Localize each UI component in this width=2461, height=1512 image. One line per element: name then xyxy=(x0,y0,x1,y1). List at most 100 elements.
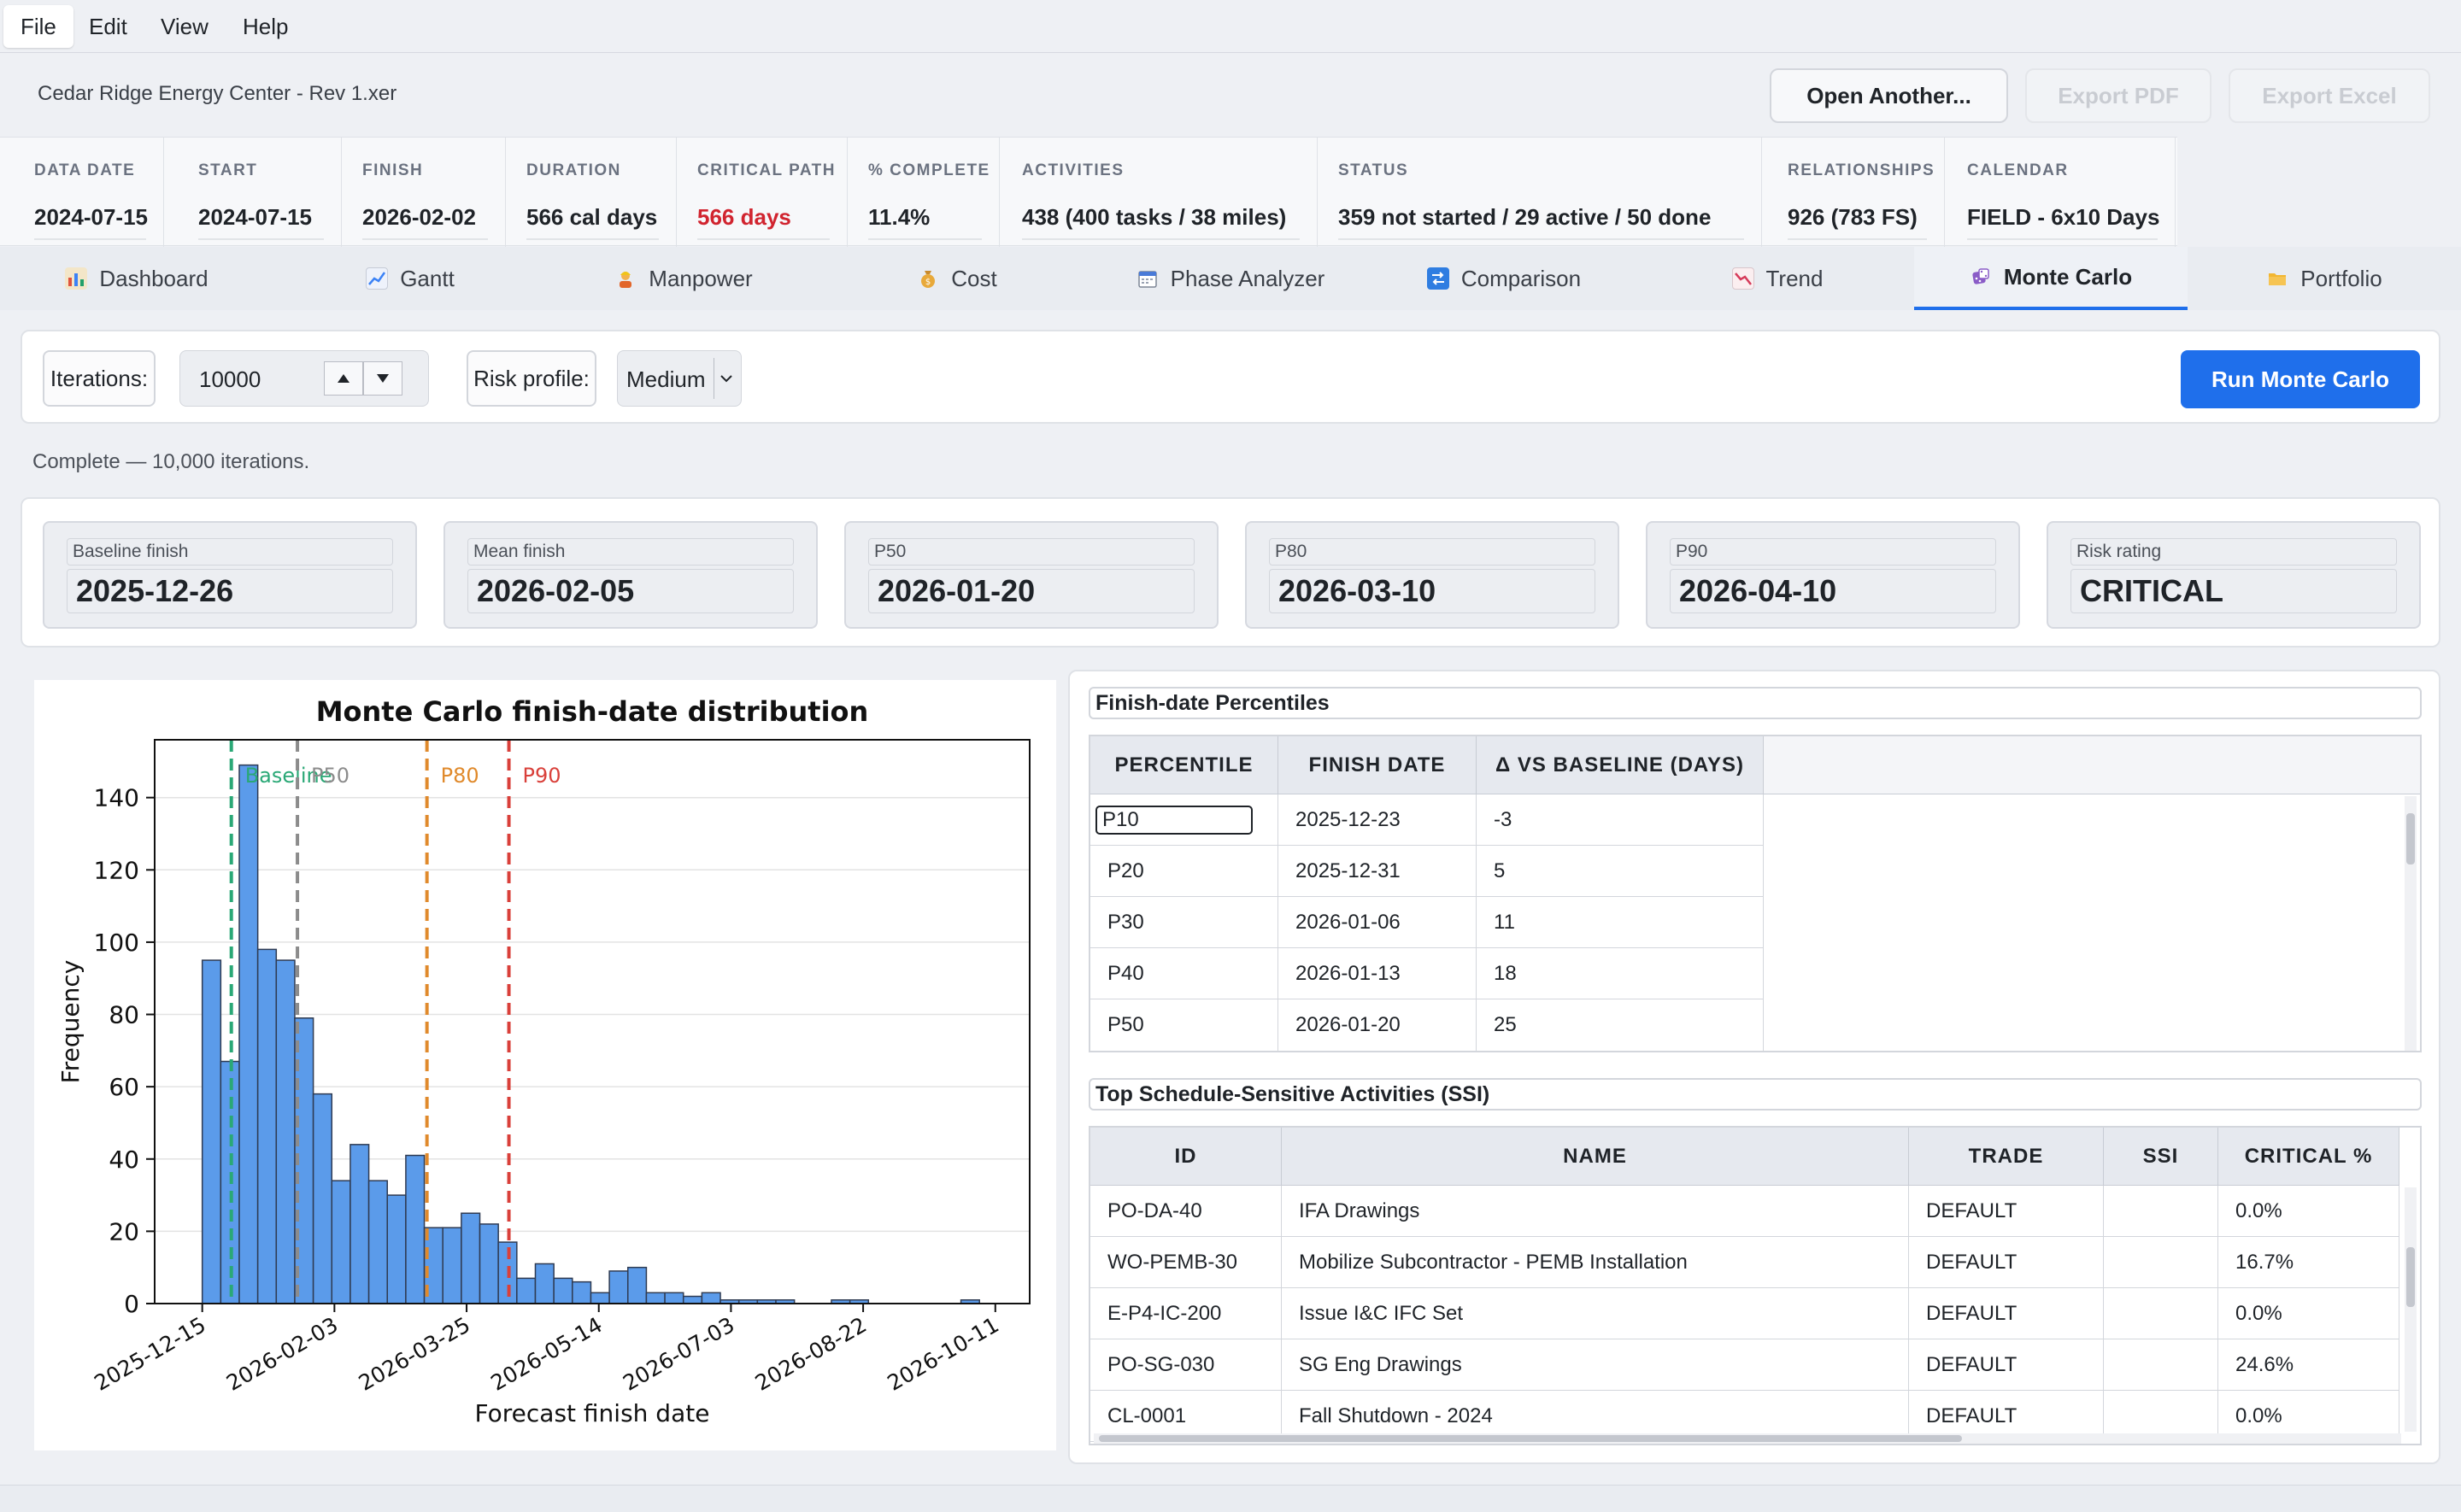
table-cell[interactable]: 0.0% xyxy=(2218,1288,2399,1339)
menu-edit[interactable]: Edit xyxy=(89,14,127,39)
scrollbar-thumb[interactable] xyxy=(2406,1247,2415,1307)
table-cell[interactable]: IFA Drawings xyxy=(1282,1186,1909,1237)
menu-file[interactable]: File xyxy=(3,5,73,48)
risk-profile-label: Risk profile: xyxy=(467,350,596,407)
ssi-table: ID NAME TRADE SSI CRITICAL % PO-DA-40 IF… xyxy=(1089,1126,2422,1445)
summary-value: 2024-07-15 xyxy=(34,204,148,230)
table-cell[interactable]: 2025-12-23 xyxy=(1278,794,1477,846)
table-cell[interactable]: Issue I&C IFC Set xyxy=(1282,1288,1909,1339)
tab-label: Monte Carlo xyxy=(2003,263,2133,290)
column-header[interactable]: TRADE xyxy=(1909,1128,2104,1186)
column-header[interactable]: PERCENTILE xyxy=(1090,736,1278,794)
x-tick-label: 2026-02-03 xyxy=(222,1312,342,1396)
table-cell[interactable]: DEFAULT xyxy=(1909,1186,2104,1237)
tab-gantt[interactable]: Gantt xyxy=(273,247,547,310)
export-pdf-button[interactable]: Export PDF xyxy=(2025,68,2211,123)
table-cell[interactable]: 24.6% xyxy=(2218,1339,2399,1391)
table-cell[interactable]: 18 xyxy=(1477,948,1764,999)
table-cell[interactable]: 0.0% xyxy=(2218,1186,2399,1237)
summary-label: DURATION xyxy=(526,161,621,179)
horizontal-scrollbar[interactable] xyxy=(1094,1433,2401,1444)
tab-dashboard[interactable]: Dashboard xyxy=(0,247,273,310)
scrollbar-thumb[interactable] xyxy=(1099,1435,1962,1442)
table-cell[interactable] xyxy=(2104,1339,2218,1391)
increment-arrow-icon[interactable] xyxy=(324,361,363,396)
summary-label: START xyxy=(198,161,258,179)
risk-profile-select[interactable]: Medium xyxy=(617,350,742,407)
decrement-arrow-icon[interactable] xyxy=(363,361,402,396)
column-header[interactable]: CRITICAL % xyxy=(2218,1128,2399,1186)
card-value: 2026-01-20 xyxy=(868,569,1195,613)
tab-trend[interactable]: Trend xyxy=(1641,247,1914,310)
card-baseline-finish: Baseline finish 2025-12-26 xyxy=(43,521,417,629)
column-header[interactable]: FINISH DATE xyxy=(1278,736,1477,794)
table-cell[interactable]: DEFAULT xyxy=(1909,1339,2104,1391)
table-cell[interactable]: DEFAULT xyxy=(1909,1288,2104,1339)
summary-value: 2024-07-15 xyxy=(198,204,312,230)
column-header[interactable]: NAME xyxy=(1282,1128,1909,1186)
chevron-down-icon[interactable] xyxy=(714,358,737,399)
card-label: Risk rating xyxy=(2070,538,2397,566)
menu-view[interactable]: View xyxy=(161,14,209,39)
menu-help[interactable]: Help xyxy=(243,14,289,39)
table-cell[interactable]: Mobilize Subcontractor - PEMB Installati… xyxy=(1282,1237,1909,1288)
tab-phase-analyzer[interactable]: Phase Analyzer xyxy=(1094,247,1367,310)
vertical-scrollbar[interactable] xyxy=(2405,796,2417,1051)
tab-label: Trend xyxy=(1765,265,1824,291)
tab-portfolio[interactable]: Portfolio xyxy=(2188,247,2461,310)
table-cell[interactable]: P50 xyxy=(1090,999,1278,1051)
table-cell[interactable]: WO-PEMB-30 xyxy=(1090,1237,1282,1288)
run-monte-carlo-button[interactable]: Run Monte Carlo xyxy=(2181,350,2420,408)
table-cell[interactable]: P20 xyxy=(1090,846,1278,897)
table-cell[interactable]: 2026-01-06 xyxy=(1278,897,1477,948)
compare-icon xyxy=(1426,267,1449,290)
line-chart-icon xyxy=(366,267,389,290)
table-cell[interactable]: PO-SG-030 xyxy=(1090,1339,1282,1391)
histogram-bar xyxy=(238,764,259,1304)
summary-data-date: DATA DATE 2024-07-15 xyxy=(17,138,164,247)
scrollbar-thumb[interactable] xyxy=(2406,813,2415,864)
table-cell[interactable]: 16.7% xyxy=(2218,1237,2399,1288)
histogram-bar xyxy=(516,1277,537,1304)
table-cell[interactable]: SG Eng Drawings xyxy=(1282,1339,1909,1391)
table-cell[interactable] xyxy=(2104,1186,2218,1237)
table-cell[interactable]: 2026-01-20 xyxy=(1278,999,1477,1051)
folder-icon xyxy=(2266,267,2288,290)
histogram-bar xyxy=(645,1292,666,1304)
summary-duration: DURATION 566 cal days xyxy=(509,138,677,247)
vertical-scrollbar[interactable] xyxy=(2405,1187,2417,1432)
iterations-value[interactable]: 10000 xyxy=(199,366,261,392)
histogram-bar xyxy=(701,1292,721,1304)
column-header[interactable]: Δ VS BASELINE (DAYS) xyxy=(1477,736,1764,794)
table-cell[interactable]: 2026-01-13 xyxy=(1278,948,1477,999)
table-cell[interactable]: -3 xyxy=(1477,794,1764,846)
tab-comparison[interactable]: Comparison xyxy=(1367,247,1641,310)
table-cell[interactable]: 2025-12-31 xyxy=(1278,846,1477,897)
table-cell[interactable]: P10 xyxy=(1090,794,1278,846)
iterations-spinbox[interactable]: 10000 xyxy=(179,350,429,407)
column-header[interactable]: SSI xyxy=(2104,1128,2218,1186)
table-cell[interactable]: PO-DA-40 xyxy=(1090,1186,1282,1237)
table-cell[interactable] xyxy=(2104,1237,2218,1288)
tab-cost[interactable]: $ Cost xyxy=(820,247,1094,310)
table-cell[interactable]: P40 xyxy=(1090,948,1278,999)
export-excel-button[interactable]: Export Excel xyxy=(2229,68,2430,123)
table-cell[interactable]: P30 xyxy=(1090,897,1278,948)
focused-cell[interactable]: P10 xyxy=(1095,806,1253,835)
column-header[interactable]: ID xyxy=(1090,1128,1282,1186)
x-tick-label: 2026-07-03 xyxy=(619,1312,738,1396)
table-cell[interactable]: 25 xyxy=(1477,999,1764,1051)
tab-monte-carlo[interactable]: Monte Carlo xyxy=(1914,247,2188,310)
table-cell[interactable] xyxy=(2104,1288,2218,1339)
x-tick-label: 2025-12-15 xyxy=(90,1312,209,1396)
risk-profile-value: Medium xyxy=(626,366,706,392)
table-cell[interactable]: 11 xyxy=(1477,897,1764,948)
table-cell[interactable]: 5 xyxy=(1477,846,1764,897)
tab-manpower[interactable]: Manpower xyxy=(547,247,820,310)
open-another-button[interactable]: Open Another... xyxy=(1770,68,2008,123)
table-cell[interactable]: DEFAULT xyxy=(1909,1237,2104,1288)
table-cell[interactable]: E-P4-IC-200 xyxy=(1090,1288,1282,1339)
summary-label: RELATIONSHIPS xyxy=(1788,161,1935,179)
summary-value: 566 cal days xyxy=(526,204,658,230)
